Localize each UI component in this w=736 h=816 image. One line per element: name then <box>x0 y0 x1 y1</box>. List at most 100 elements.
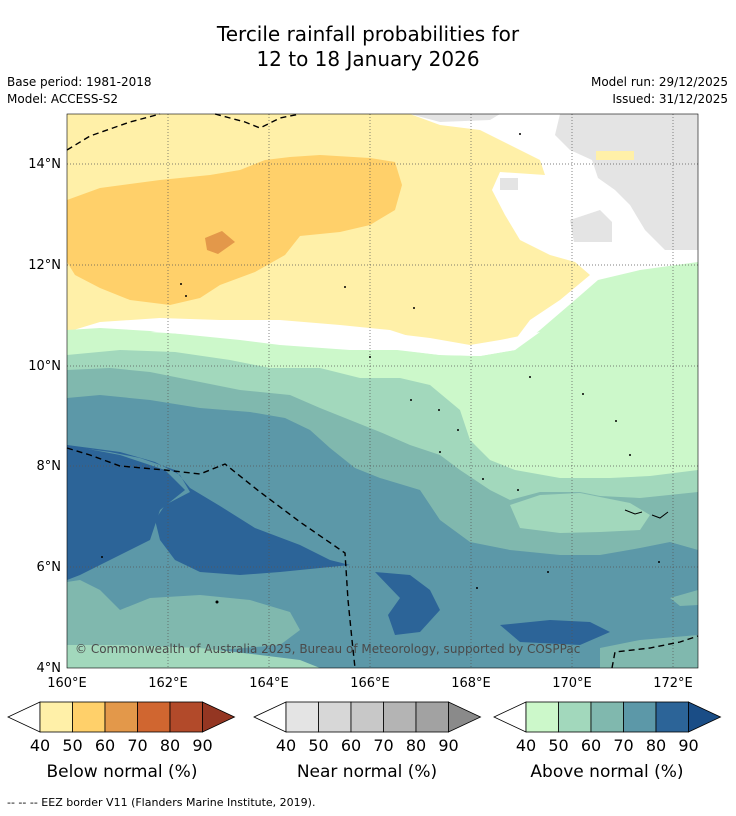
legend-label-below: Below normal (%) <box>46 762 198 782</box>
near-normal-region <box>410 114 500 122</box>
island <box>658 561 660 563</box>
colorbar-tick-label: 40 <box>30 736 50 755</box>
island <box>615 420 617 422</box>
colorbar-tick-label: 50 <box>548 736 568 755</box>
eez-borders <box>66 113 699 669</box>
colorbar-below: 40 50 60 70 80 90 <box>7 701 236 755</box>
above-normal-50-region <box>510 493 650 533</box>
colorbar-swatch <box>350 701 384 733</box>
lat-label: 8°N <box>37 459 62 474</box>
colorbar-extend-low <box>493 701 527 733</box>
above-normal-80-region <box>67 445 350 575</box>
island <box>180 283 182 285</box>
island <box>476 587 478 589</box>
colorbar-tick-label: 80 <box>406 736 426 755</box>
island <box>582 393 584 395</box>
title-line-1: Tercile rainfall probabilities for <box>216 22 520 46</box>
title-line-2: 12 to 18 January 2026 <box>256 47 480 71</box>
colorbar-tick-label: 90 <box>192 736 212 755</box>
colorbar-tick-label: 40 <box>516 736 536 755</box>
island <box>517 489 519 491</box>
island <box>547 571 549 573</box>
colorbar-tick-label: 60 <box>341 736 361 755</box>
eez-border <box>611 635 699 669</box>
colorbar-tick-label: 70 <box>613 736 633 755</box>
island <box>410 399 412 401</box>
base-period: Base period: 1981-2018 <box>7 75 152 89</box>
lon-label: 168°E <box>451 676 491 691</box>
colorbar-near: 40 50 60 70 80 90 <box>253 701 482 755</box>
map-frame <box>66 113 699 669</box>
no-signal-area <box>150 330 540 356</box>
near-normal-region <box>500 178 518 190</box>
islands <box>101 133 660 604</box>
colorbar-swatch <box>558 701 592 733</box>
legend-label-near: Near normal (%) <box>296 762 438 782</box>
eez-border <box>66 447 356 669</box>
colorbar-tick-label: 90 <box>438 736 458 755</box>
issued-date: Issued: 31/12/2025 <box>612 92 728 106</box>
colorbar-tick-label: 70 <box>127 736 147 755</box>
map-figure: 14°N 12°N 10°N 8°N 6°N 4°N 160°E 162°E 1… <box>7 113 722 755</box>
colorbar-swatch <box>318 701 352 733</box>
graticule <box>67 114 698 668</box>
lon-label: 162°E <box>148 676 188 691</box>
lat-label: 4°N <box>37 661 62 676</box>
colorbar-swatch <box>655 701 689 733</box>
lon-label: 164°E <box>249 676 289 691</box>
island <box>101 556 103 558</box>
island <box>629 454 631 456</box>
colorbar-tick-label: 80 <box>160 736 180 755</box>
near-normal-region <box>555 114 698 250</box>
colorbar-swatch <box>104 701 138 733</box>
eez-border <box>214 113 301 129</box>
lat-label: 6°N <box>37 560 62 575</box>
island <box>413 307 415 309</box>
colorbar-swatch <box>72 701 106 733</box>
island <box>438 409 440 411</box>
lon-label: 172°E <box>653 676 693 691</box>
colorbar-extend-low <box>7 701 41 733</box>
above-normal-80-region <box>375 572 440 635</box>
above-normal-50-region <box>67 645 320 668</box>
colorbar-tick-label: 80 <box>646 736 666 755</box>
above-normal-60-region <box>670 590 698 606</box>
island <box>369 356 371 358</box>
island <box>185 295 187 297</box>
colorbar-tick-label: 50 <box>62 736 82 755</box>
model-info: Base period: 1981-2018 Model: ACCESS-S2 <box>7 74 152 108</box>
colorbar-tick-label: 70 <box>373 736 393 755</box>
island <box>344 286 346 288</box>
colorbar-swatch <box>415 701 449 733</box>
colorbar-swatch <box>39 701 73 733</box>
model-name: Model: ACCESS-S2 <box>7 92 119 106</box>
above-normal-80-region <box>67 445 185 580</box>
colorbar-swatch <box>285 701 319 733</box>
colorbar-extend-high <box>202 701 236 733</box>
lat-label: 14°N <box>28 157 61 172</box>
atoll-outline <box>651 511 669 519</box>
colorbar-extend-low <box>253 701 287 733</box>
model-run: Model run: 29/12/2025 <box>590 75 728 89</box>
map-title: Tercile rainfall probabilities for 12 to… <box>0 22 736 72</box>
lon-label: 170°E <box>552 676 592 691</box>
colorbar-above: 40 50 60 70 80 90 <box>493 701 722 755</box>
island <box>215 600 219 604</box>
lat-label: 12°N <box>28 258 61 273</box>
colorbar-tick-label: 50 <box>308 736 328 755</box>
colorbar-swatch <box>169 701 203 733</box>
colorbar-swatch <box>623 701 657 733</box>
colorbar-swatch <box>525 701 559 733</box>
above-normal-60-region <box>67 580 300 652</box>
eez-border <box>66 113 161 151</box>
atoll-outline <box>624 509 643 515</box>
above-normal-40-region <box>584 320 602 336</box>
eez-footnote: -- -- -- EEZ border V11 (Flanders Marine… <box>7 796 316 809</box>
below-normal-60-region <box>205 231 235 254</box>
copyright-notice: © Commonwealth of Australia 2025, Bureau… <box>75 642 580 656</box>
above-normal-80-region <box>500 620 610 645</box>
colorbar-tick-label: 90 <box>678 736 698 755</box>
island <box>439 451 441 453</box>
near-normal-region <box>570 210 612 242</box>
island <box>529 376 531 378</box>
